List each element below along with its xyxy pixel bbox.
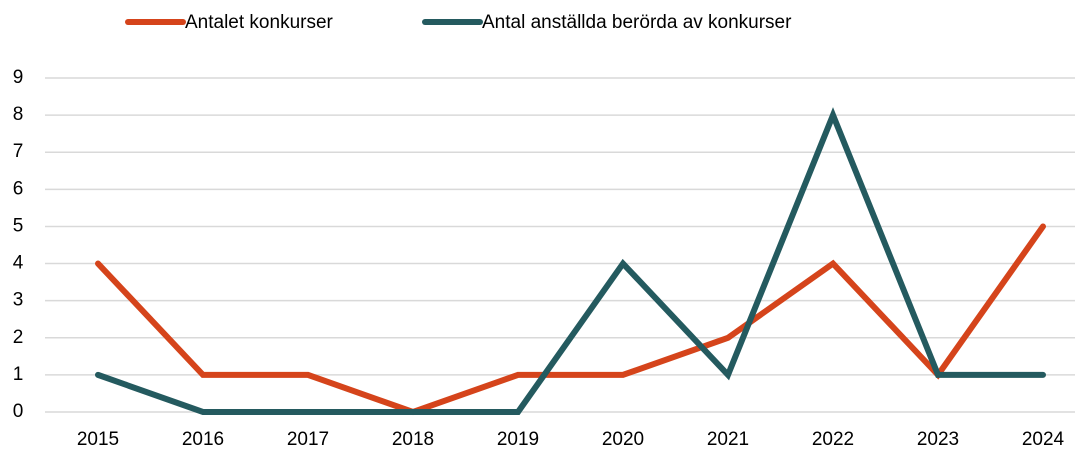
y-tick-label: 2 [13, 327, 24, 348]
x-tick-label: 2023 [917, 429, 959, 450]
x-tick-label: 2019 [497, 429, 539, 450]
legend-label: Antal anställda berörda av konkurser [482, 12, 792, 33]
x-tick-label: 2015 [77, 429, 119, 450]
x-tick-label: 2020 [602, 429, 644, 450]
y-tick-label: 4 [13, 253, 24, 274]
x-tick-label: 2022 [812, 429, 854, 450]
y-tick-label: 8 [13, 104, 24, 125]
y-tick-label: 0 [13, 401, 24, 422]
x-tick-label: 2016 [182, 429, 224, 450]
series-line [95, 107, 1046, 415]
y-tick-label: 7 [13, 141, 24, 162]
y-tick-label: 1 [13, 364, 24, 385]
legend-label: Antalet konkurser [185, 12, 334, 33]
x-tick-label: 2021 [707, 429, 749, 450]
y-tick-label: 9 [13, 67, 24, 88]
y-tick-label: 5 [13, 215, 24, 236]
series-line [95, 223, 1046, 416]
x-tick-label: 2017 [287, 429, 329, 450]
x-tick-label: 2018 [392, 429, 434, 450]
x-tick-label: 2024 [1022, 429, 1065, 450]
y-tick-label: 3 [13, 290, 24, 311]
y-tick-label: 6 [13, 178, 24, 199]
